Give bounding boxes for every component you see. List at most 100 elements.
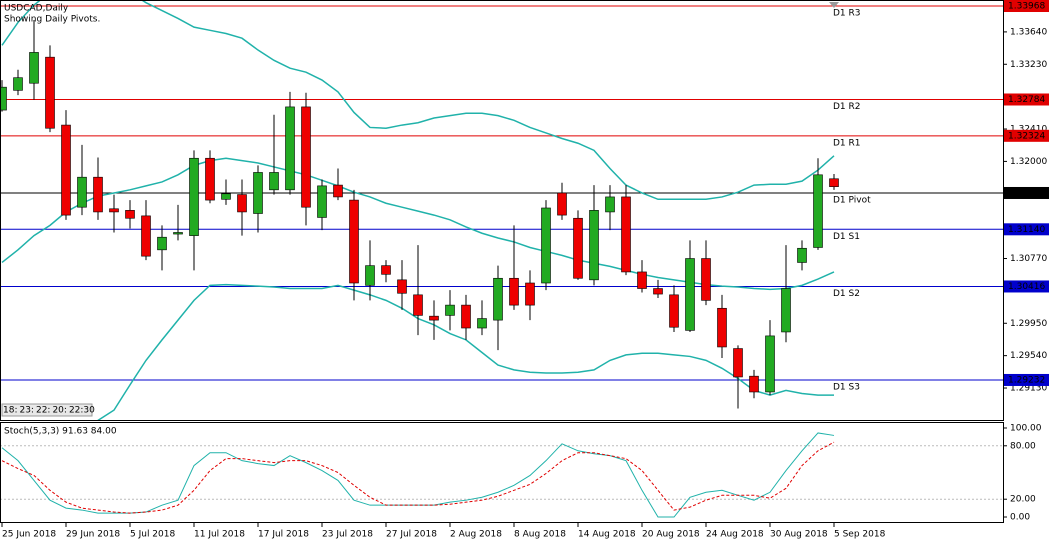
timer-part: 20: (52, 406, 66, 416)
candle-body (0, 86, 7, 111)
candle-body (205, 157, 215, 201)
candle-body (797, 247, 807, 263)
stoch-tick-label: 100.00 (1010, 423, 1042, 433)
candle-body (381, 265, 391, 275)
candle-body (509, 277, 519, 306)
pivot-name: D1 R3 (833, 9, 861, 19)
candle-body (349, 199, 359, 284)
candle-body (653, 288, 663, 295)
candle-body (637, 271, 647, 289)
x-tick-label: 5 Sep 2018 (834, 530, 886, 540)
timer-part: 23: (19, 406, 33, 416)
pivot-label-box (1004, 223, 1049, 236)
candle-body (93, 176, 103, 213)
candle-body (365, 265, 375, 286)
candle-body (605, 196, 615, 213)
candle-body (333, 184, 343, 198)
candle-body (173, 232, 183, 235)
stoch-title: Stoch(5,3,3) 91.63 84.00 (4, 427, 117, 437)
stoch-line (1, 432, 835, 518)
pivot-label-box (1004, 373, 1049, 386)
pivot-label-box (1004, 280, 1049, 293)
x-tick-label: 29 Jun 2018 (66, 530, 120, 540)
candle-body (541, 207, 551, 284)
stoch-frame (0, 422, 1004, 523)
candle-body (61, 124, 71, 216)
candle-body (189, 157, 199, 236)
candle-body (477, 318, 487, 329)
y-tick-label: 1.30770 (1010, 254, 1047, 264)
timer-box (1, 403, 93, 417)
candle-body (573, 217, 583, 279)
candle-body (125, 210, 135, 219)
x-tick-label: 20 Aug 2018 (642, 530, 700, 540)
candle-body (749, 375, 759, 393)
y-tick-label: 1.29950 (1010, 319, 1047, 329)
pivot-name: D1 S3 (833, 382, 860, 392)
candle-body (685, 258, 695, 331)
candle-body (621, 196, 631, 273)
candle-body (717, 307, 727, 348)
candle-body (29, 52, 39, 84)
y-tick-label: 1.32410 (1010, 125, 1047, 135)
x-tick-label: 25 Jun 2018 (2, 530, 56, 540)
x-tick-label: 2 Aug 2018 (450, 530, 502, 540)
candle-body (397, 279, 407, 294)
bollinger-band (1, 0, 835, 201)
x-tick-label: 11 Jul 2018 (194, 530, 245, 540)
pivot-label-box (1004, 93, 1049, 106)
candle-body (461, 304, 471, 329)
candle-body (781, 288, 791, 333)
pivot-label-box (1004, 0, 1049, 13)
candle-body (77, 176, 87, 208)
candle-body (429, 315, 439, 321)
pivot-label: 1.29232 (1008, 375, 1045, 385)
candle-body (45, 56, 55, 129)
candle-body (13, 77, 23, 91)
y-tick-label: 1.33230 (1010, 60, 1047, 70)
pivot-label: 1.32784 (1008, 95, 1045, 105)
candle-body (157, 236, 167, 251)
candle-body (829, 178, 839, 187)
x-tick-label: 30 Aug 2018 (770, 530, 828, 540)
pivot-name: D1 R2 (833, 102, 861, 112)
pivot-label: 1.31140 (1008, 225, 1045, 235)
pivot-label: 1.31600 (1008, 188, 1045, 198)
pivot-name: D1 Pivot (833, 195, 871, 205)
y-tick-label: 1.32000 (1010, 157, 1047, 167)
pivot-label: 1.30416 (1008, 282, 1045, 292)
stoch-tick-label: 80.00 (1010, 441, 1036, 451)
candle-body (253, 172, 263, 214)
candle-body (733, 348, 743, 378)
candle-body (589, 210, 599, 281)
candle-body (765, 335, 775, 393)
x-tick-label: 5 Jul 2018 (130, 530, 175, 540)
chart-subtitle: Showing Daily Pivots. (4, 15, 100, 25)
candle-body (669, 294, 679, 328)
timer-part: 22: (36, 406, 50, 416)
y-tick-label: 1.33640 (1010, 27, 1047, 37)
bollinger-band (1, 157, 835, 291)
pivot-name: D1 S2 (833, 289, 860, 299)
pivot-label-box (1004, 186, 1049, 199)
candle-body (413, 294, 423, 316)
chart-title: USDCAD,Daily (4, 4, 69, 14)
stoch-panel (0, 432, 1003, 518)
timer-part: 22:30 (69, 406, 95, 416)
pivot-label-box (1004, 129, 1049, 142)
candle-body (301, 106, 311, 208)
candle-body (493, 277, 503, 321)
x-tick-label: 24 Aug 2018 (706, 530, 764, 540)
candle-body (285, 106, 295, 191)
stoch-line (1, 441, 835, 514)
x-tick-label: 17 Jul 2018 (258, 530, 309, 540)
candle-body (317, 185, 327, 218)
candle-body (525, 282, 535, 306)
pivot-name: D1 S1 (833, 232, 860, 242)
pivot-name: D1 R1 (833, 138, 861, 148)
y-tick-label: 1.29130 (1010, 384, 1047, 394)
candle-body (237, 194, 247, 213)
